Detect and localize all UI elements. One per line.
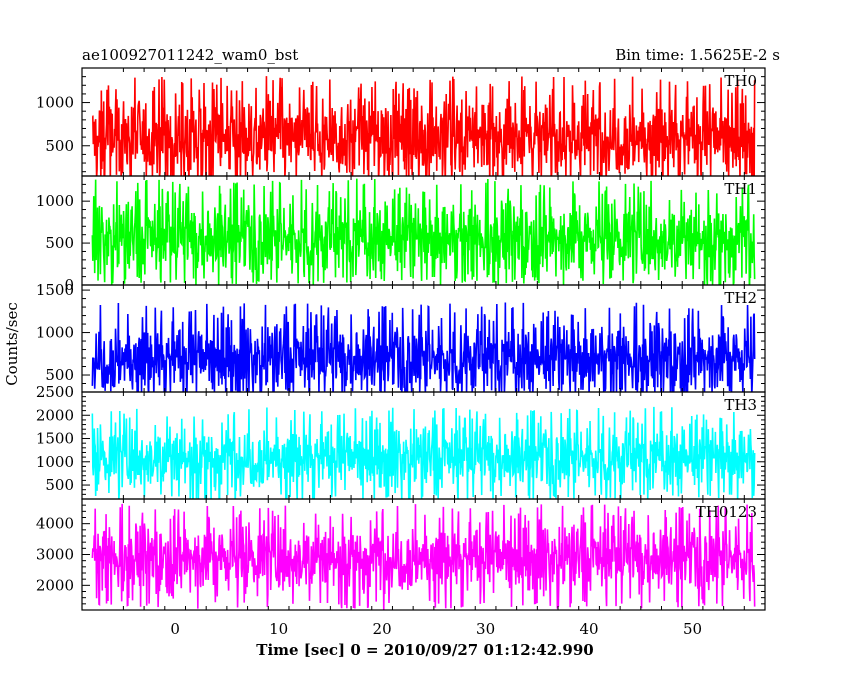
y-tick-label-th2: 1000	[36, 324, 74, 342]
series-line-th0123	[91, 503, 756, 610]
y-tick-label-th2: 500	[45, 366, 74, 384]
y-tick-label-th0: 500	[45, 137, 74, 155]
panel-label-th2: TH2	[724, 289, 757, 307]
panel-label-th1: TH1	[724, 180, 757, 198]
y-tick-label-th1: 500	[45, 234, 74, 252]
y-tick-label-th3: 1000	[36, 453, 74, 471]
x-axis-label: Time [sec] 0 = 2010/09/27 01:12:42.990	[256, 641, 593, 659]
y-tick-label-th3: 2000	[36, 406, 74, 424]
y-tick-label-th1: 0	[64, 276, 74, 294]
y-tick-label-th2: 1500	[36, 281, 74, 299]
y-tick-label-th1: 1000	[36, 192, 74, 210]
y-tick-label-th0123: 2000	[36, 576, 74, 594]
label-layer: ae100927011242_wam0_bst Bin time: 1.5625…	[3, 46, 780, 659]
series-line-th3	[91, 406, 756, 499]
y-tick-label-th3: 500	[45, 476, 74, 494]
x-tick-label: 30	[476, 620, 495, 638]
x-tick-label: 10	[269, 620, 288, 638]
y-axis-label: Counts/sec	[3, 302, 21, 386]
series-line-th0	[92, 76, 756, 176]
y-tick-label-th0123: 4000	[36, 515, 74, 533]
panel-label-th3: TH3	[724, 396, 757, 414]
y-tick-label-th0123: 3000	[36, 546, 74, 564]
x-tick-label: 0	[170, 620, 180, 638]
chart-title: ae100927011242_wam0_bst	[82, 46, 298, 64]
x-tick-label: 40	[580, 620, 599, 638]
series-line-th1	[91, 178, 756, 285]
y-tick-label-th3: 1500	[36, 430, 74, 448]
bin-time-label: Bin time: 1.5625E-2 s	[615, 46, 780, 64]
y-tick-label-th0: 1000	[36, 94, 74, 112]
x-tick-label: 50	[683, 620, 702, 638]
x-tick-label: 20	[373, 620, 392, 638]
data-layer	[91, 76, 756, 610]
panel-label-th0: TH0	[724, 72, 757, 90]
series-line-th2	[91, 302, 756, 392]
panel-label-th0123: TH0123	[696, 503, 757, 521]
y-tick-label-th3: 2500	[36, 383, 74, 401]
